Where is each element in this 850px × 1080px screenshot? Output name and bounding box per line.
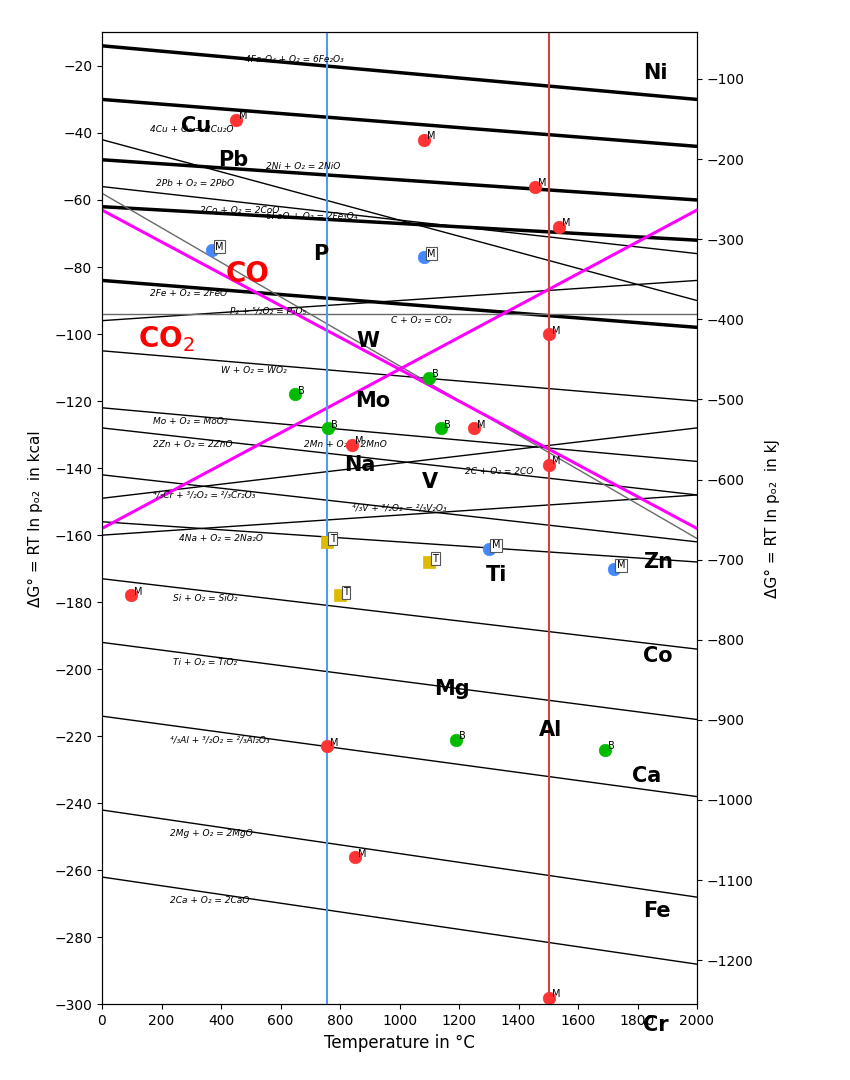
Text: M: M [562,218,570,229]
Text: P₂ + ⁵/₂O₂ = P₂O₅: P₂ + ⁵/₂O₂ = P₂O₅ [230,306,306,315]
Text: T: T [330,534,336,543]
Text: C + O₂ = CO₂: C + O₂ = CO₂ [390,316,451,325]
Text: M: M [134,588,143,597]
Y-axis label: ΔG° = RT ln pₒ₂  in kJ: ΔG° = RT ln pₒ₂ in kJ [765,438,779,598]
Text: T: T [343,588,348,597]
Text: B: B [432,369,439,379]
Text: B: B [298,386,305,396]
Text: 4Cu + O₂ = 2Cu₂O: 4Cu + O₂ = 2Cu₂O [150,125,233,134]
Text: M: M [428,248,436,258]
Text: M: M [552,989,561,999]
Text: CO: CO [226,259,269,287]
Text: Na: Na [344,455,376,475]
Text: Zn: Zn [643,552,673,572]
Text: Ti: Ti [485,565,507,585]
Text: T: T [432,554,438,564]
Text: M: M [330,738,338,748]
Text: CO$_2$: CO$_2$ [138,324,195,354]
Text: M: M [239,111,247,121]
Text: 2Zn + O₂ = 2ZnO: 2Zn + O₂ = 2ZnO [152,441,232,449]
Text: Ni: Ni [643,63,668,83]
Text: W + O₂ = WO₂: W + O₂ = WO₂ [221,366,286,376]
Text: Cr: Cr [643,1014,669,1035]
Text: M: M [358,849,366,859]
Text: 2Ca + O₂ = 2CaO: 2Ca + O₂ = 2CaO [170,896,250,905]
Text: 2C + O₂ = 2CO: 2C + O₂ = 2CO [465,467,533,476]
Text: Mo + O₂ = MoO₂: Mo + O₂ = MoO₂ [152,417,227,426]
Text: Al: Al [539,719,563,740]
Text: 2Fe + O₂ = 2FeO: 2Fe + O₂ = 2FeO [150,289,227,298]
Text: Cu: Cu [181,117,211,136]
Text: 2Co + O₂ = 2CoO: 2Co + O₂ = 2CoO [201,205,280,215]
Text: V: V [422,472,438,491]
Text: M: M [552,457,561,467]
Text: ⁴/₃V + ³/₂O₂ = ²/₃V₂O₃: ⁴/₃V + ³/₂O₂ = ²/₃V₂O₃ [352,504,446,513]
Text: 4Na + O₂ = 2Na₂O: 4Na + O₂ = 2Na₂O [179,534,264,543]
Text: ⁴/₃Al + ³/₂O₂ = ²/₃Al₂O₃: ⁴/₃Al + ³/₂O₂ = ²/₃Al₂O₃ [170,735,270,744]
Text: Ti + O₂ = TiO₂: Ti + O₂ = TiO₂ [173,658,237,667]
Text: ⁴/₃Cr + ³/₂O₂ = ²/₃Cr₂O₃: ⁴/₃Cr + ³/₂O₂ = ²/₃Cr₂O₃ [152,490,255,499]
Text: Mg: Mg [434,679,469,700]
Text: M: M [616,561,625,570]
Text: 2Pb + O₂ = 2PbO: 2Pb + O₂ = 2PbO [156,178,234,188]
Text: 2Mg + O₂ = 2MgO: 2Mg + O₂ = 2MgO [170,829,253,838]
Text: M: M [355,436,363,446]
Text: M: M [552,326,561,336]
Text: 6FeO + O₂ = 2Fe₃O₄: 6FeO + O₂ = 2Fe₃O₄ [265,213,357,221]
Text: B: B [459,731,466,741]
Text: 4Fe₃O₄ + O₂ = 6Fe₂O₃: 4Fe₃O₄ + O₂ = 6Fe₂O₃ [245,55,343,64]
Text: Fe: Fe [643,901,671,920]
Text: M: M [538,178,547,188]
Text: M: M [491,540,500,550]
Text: B: B [608,741,615,752]
Text: M: M [477,419,485,430]
Text: Mo: Mo [355,391,390,411]
Text: Si + O₂ = SiO₂: Si + O₂ = SiO₂ [173,594,238,604]
Text: M: M [215,242,224,252]
Text: 2Mn + O₂ = 2MnO: 2Mn + O₂ = 2MnO [304,441,387,449]
Text: B: B [444,419,450,430]
Y-axis label: ΔG° = RT ln pₒ₂  in kcal: ΔG° = RT ln pₒ₂ in kcal [28,430,43,607]
Text: B: B [331,419,337,430]
Text: Ca: Ca [632,767,660,786]
Text: W: W [356,330,379,351]
Text: P: P [313,244,328,264]
Text: 2Ni + O₂ = 2NiO: 2Ni + O₂ = 2NiO [265,162,340,171]
X-axis label: Temperature in °C: Temperature in °C [324,1034,475,1052]
Text: M: M [428,132,436,141]
Text: Co: Co [643,646,673,666]
Text: Pb: Pb [218,150,248,170]
